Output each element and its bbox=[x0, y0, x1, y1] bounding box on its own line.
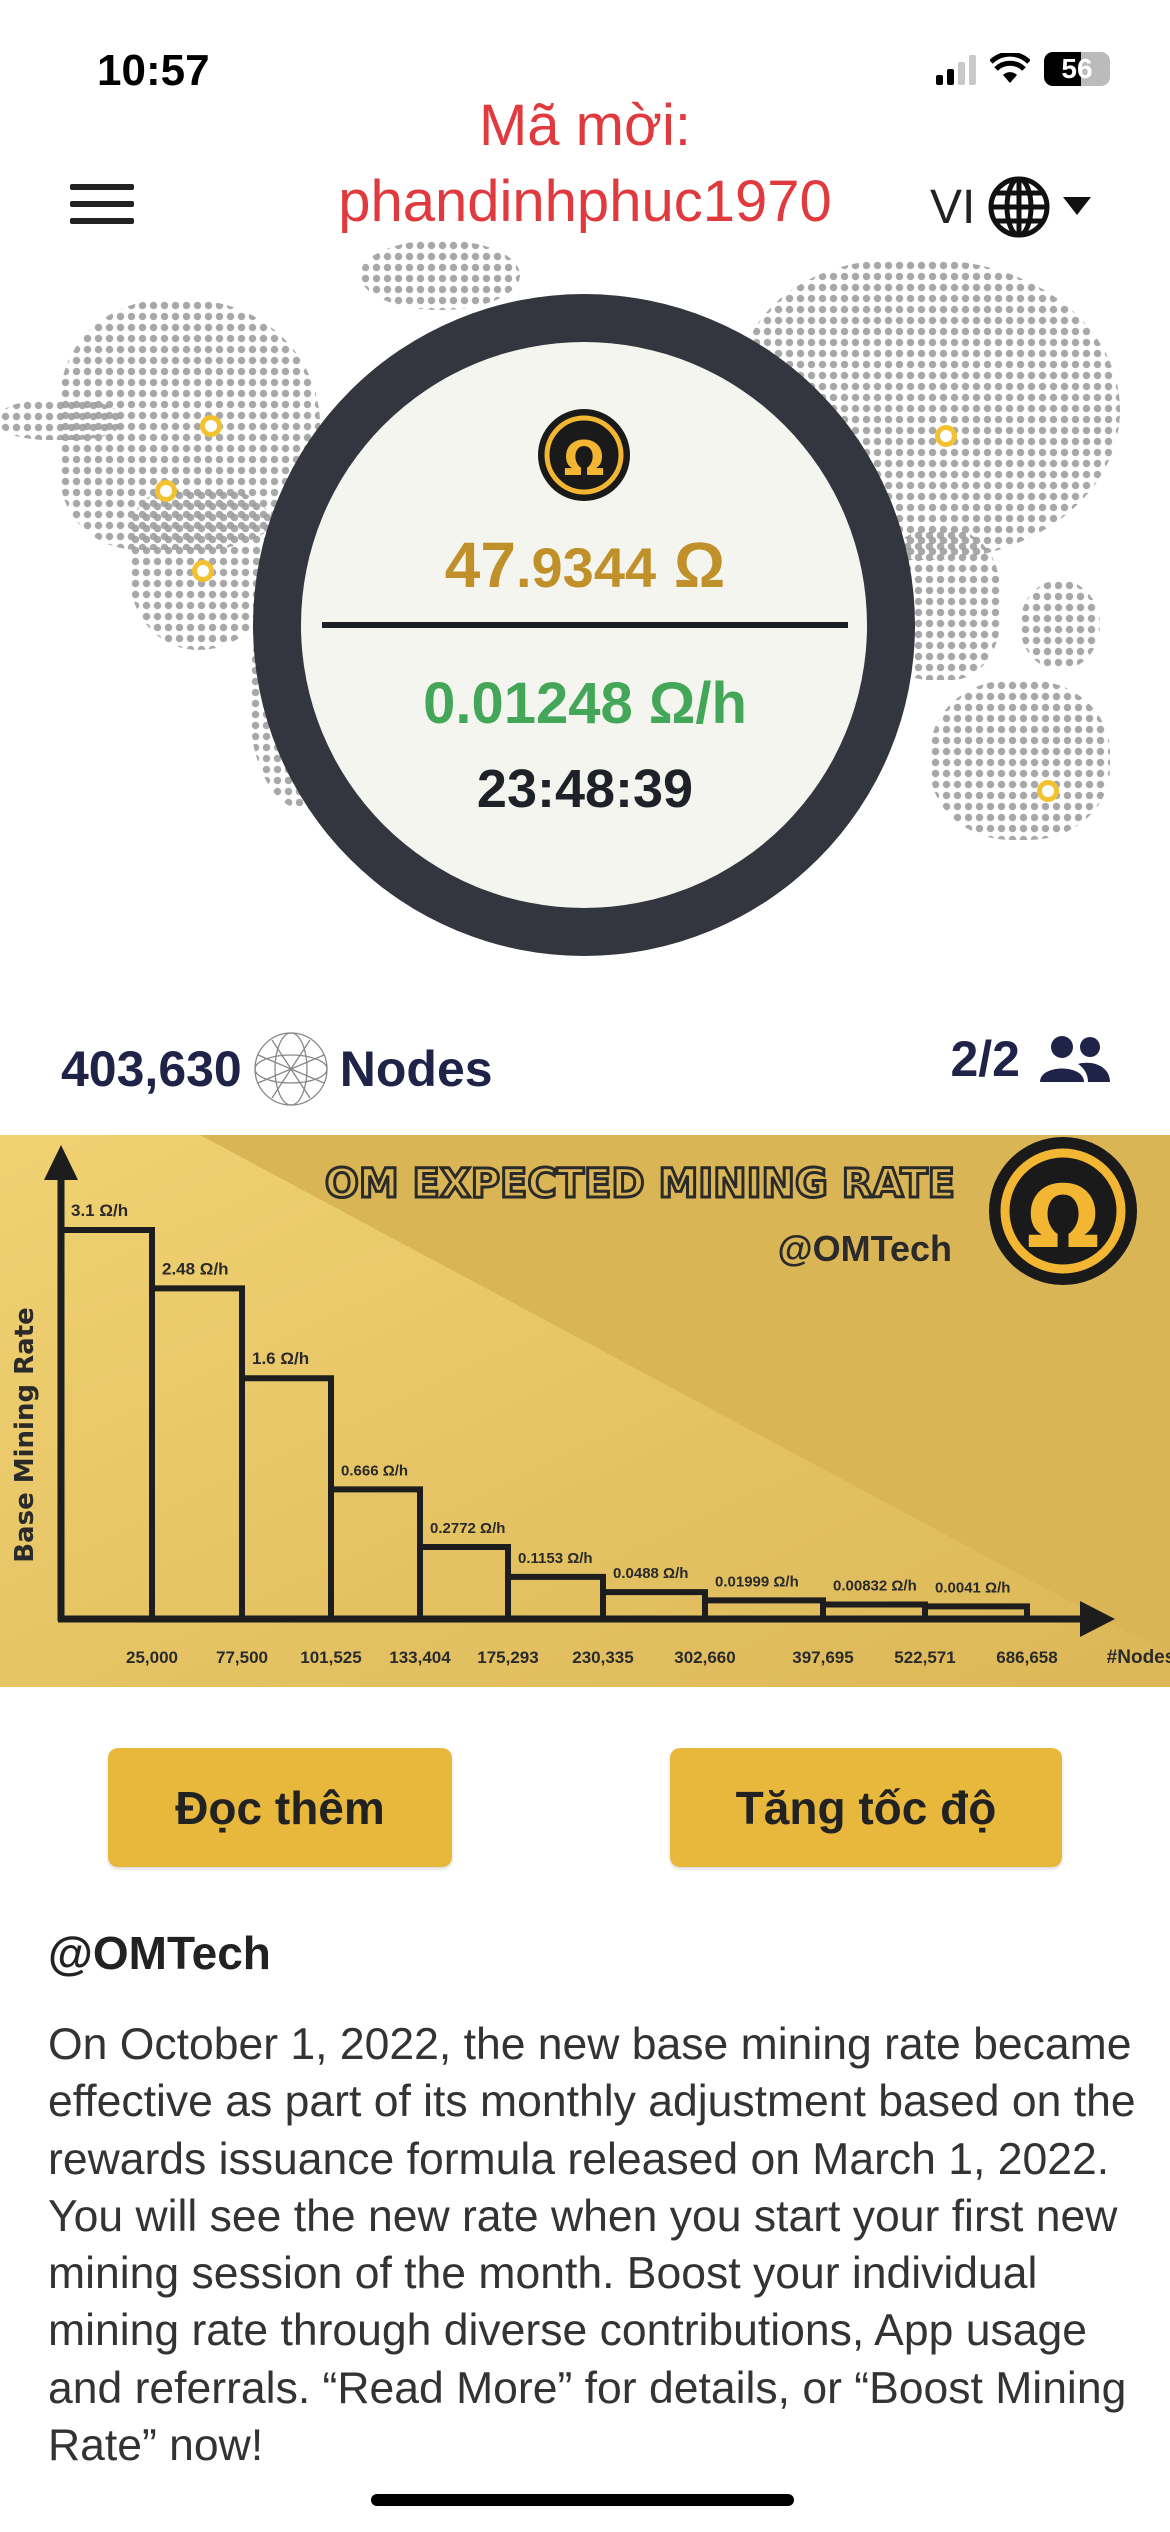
x-tick-label: 133,404 bbox=[389, 1648, 451, 1667]
bar-data-label: 0.2772 Ω/h bbox=[430, 1520, 505, 1537]
nodes-count: 403,630 bbox=[61, 1041, 242, 1097]
x-tick-label: 302,660 bbox=[674, 1648, 735, 1667]
globe-icon bbox=[988, 176, 1050, 238]
om-logo-icon: Ω bbox=[538, 409, 630, 501]
chevron-down-icon bbox=[1063, 197, 1092, 215]
status-icons: 56 bbox=[936, 52, 1110, 86]
language-selector[interactable]: VI bbox=[930, 175, 1092, 239]
bar-data-label: 1.6 Ω/h bbox=[252, 1349, 309, 1368]
x-tick-label: 230,335 bbox=[572, 1648, 633, 1667]
balance-int: 47 bbox=[444, 529, 516, 601]
balance-unit: Ω bbox=[673, 529, 726, 601]
nodes-stat: 403,630 Nodes bbox=[61, 1030, 493, 1108]
read-more-button[interactable]: Đọc thêm bbox=[108, 1748, 452, 1867]
x-tick-label: 686,658 bbox=[996, 1648, 1057, 1667]
bar-data-label: 0.1153 Ω/h bbox=[518, 1550, 593, 1567]
status-time: 10:57 bbox=[97, 46, 210, 95]
signal-icon bbox=[936, 53, 976, 85]
svg-text:Ω: Ω bbox=[1026, 1168, 1099, 1268]
bar-data-label: 2.48 Ω/h bbox=[162, 1259, 229, 1278]
team-stat[interactable]: 2/2 bbox=[950, 1030, 1110, 1088]
svg-text:Ω: Ω bbox=[564, 431, 605, 487]
x-tick-label: 77,500 bbox=[216, 1648, 268, 1667]
wifi-icon bbox=[990, 53, 1030, 83]
bar-data-label: 0.666 Ω/h bbox=[341, 1462, 408, 1479]
bar-data-label: 0.0041 Ω/h bbox=[935, 1579, 1010, 1596]
chart-title: OM EXPECTED MINING RATE bbox=[325, 1161, 955, 1207]
bar-data-label: 3.1 Ω/h bbox=[71, 1201, 128, 1220]
team-count: 2/2 bbox=[950, 1031, 1020, 1087]
mining-rate-chart: OM EXPECTED MINING RATE @OMTech Ω Base M… bbox=[0, 1135, 1170, 1687]
chart-subtitle: @OMTech bbox=[778, 1228, 952, 1269]
people-icon bbox=[1040, 1036, 1110, 1082]
invite-code-value[interactable]: phandinhphuc1970 bbox=[338, 169, 832, 234]
y-axis-label: Base Mining Rate bbox=[10, 1307, 40, 1563]
x-tick-label: 175,293 bbox=[477, 1648, 538, 1667]
invite-label: Mã mời: bbox=[478, 93, 692, 158]
chart-bar bbox=[922, 1603, 1030, 1619]
nodes-label: Nodes bbox=[339, 1041, 493, 1097]
language-code: VI bbox=[930, 180, 976, 234]
invite-code: Mã mời: phandinhphuc1970 bbox=[0, 88, 1170, 240]
chart-highlight bbox=[0, 1135, 1170, 1687]
x-tick-label: 25,000 bbox=[126, 1648, 178, 1667]
x-axis-arrow bbox=[1080, 1601, 1115, 1637]
x-axis-label: #Nodes bbox=[1107, 1647, 1170, 1668]
menu-icon[interactable] bbox=[70, 184, 134, 224]
chart-logo-icon: Ω bbox=[989, 1137, 1137, 1285]
x-tick-label: 101,525 bbox=[300, 1648, 361, 1667]
post-author: @OMTech bbox=[48, 1927, 271, 1979]
boost-button[interactable]: Tăng tốc độ bbox=[670, 1748, 1062, 1867]
post-body: On October 1, 2022, the new base mining … bbox=[48, 2020, 1136, 2471]
bar-data-label: 0.0488 Ω/h bbox=[613, 1565, 688, 1582]
balance: 47.9344 Ω bbox=[0, 528, 1170, 602]
network-sphere-icon bbox=[254, 1032, 328, 1106]
home-indicator[interactable] bbox=[371, 2494, 794, 2506]
divider bbox=[322, 622, 848, 628]
bar-data-label: 0.00832 Ω/h bbox=[833, 1578, 917, 1595]
battery-icon: 56 bbox=[1044, 52, 1110, 86]
mining-rate: 0.01248 Ω/h bbox=[423, 671, 747, 736]
y-axis-arrow bbox=[44, 1145, 78, 1180]
balance-decimal: .9344 bbox=[515, 536, 657, 599]
x-tick-label: 522,571 bbox=[894, 1648, 955, 1667]
x-tick-label: 397,695 bbox=[792, 1648, 853, 1667]
bar-data-label: 0.01999 Ω/h bbox=[715, 1573, 799, 1590]
session-timer: 23:48:39 bbox=[476, 759, 694, 819]
